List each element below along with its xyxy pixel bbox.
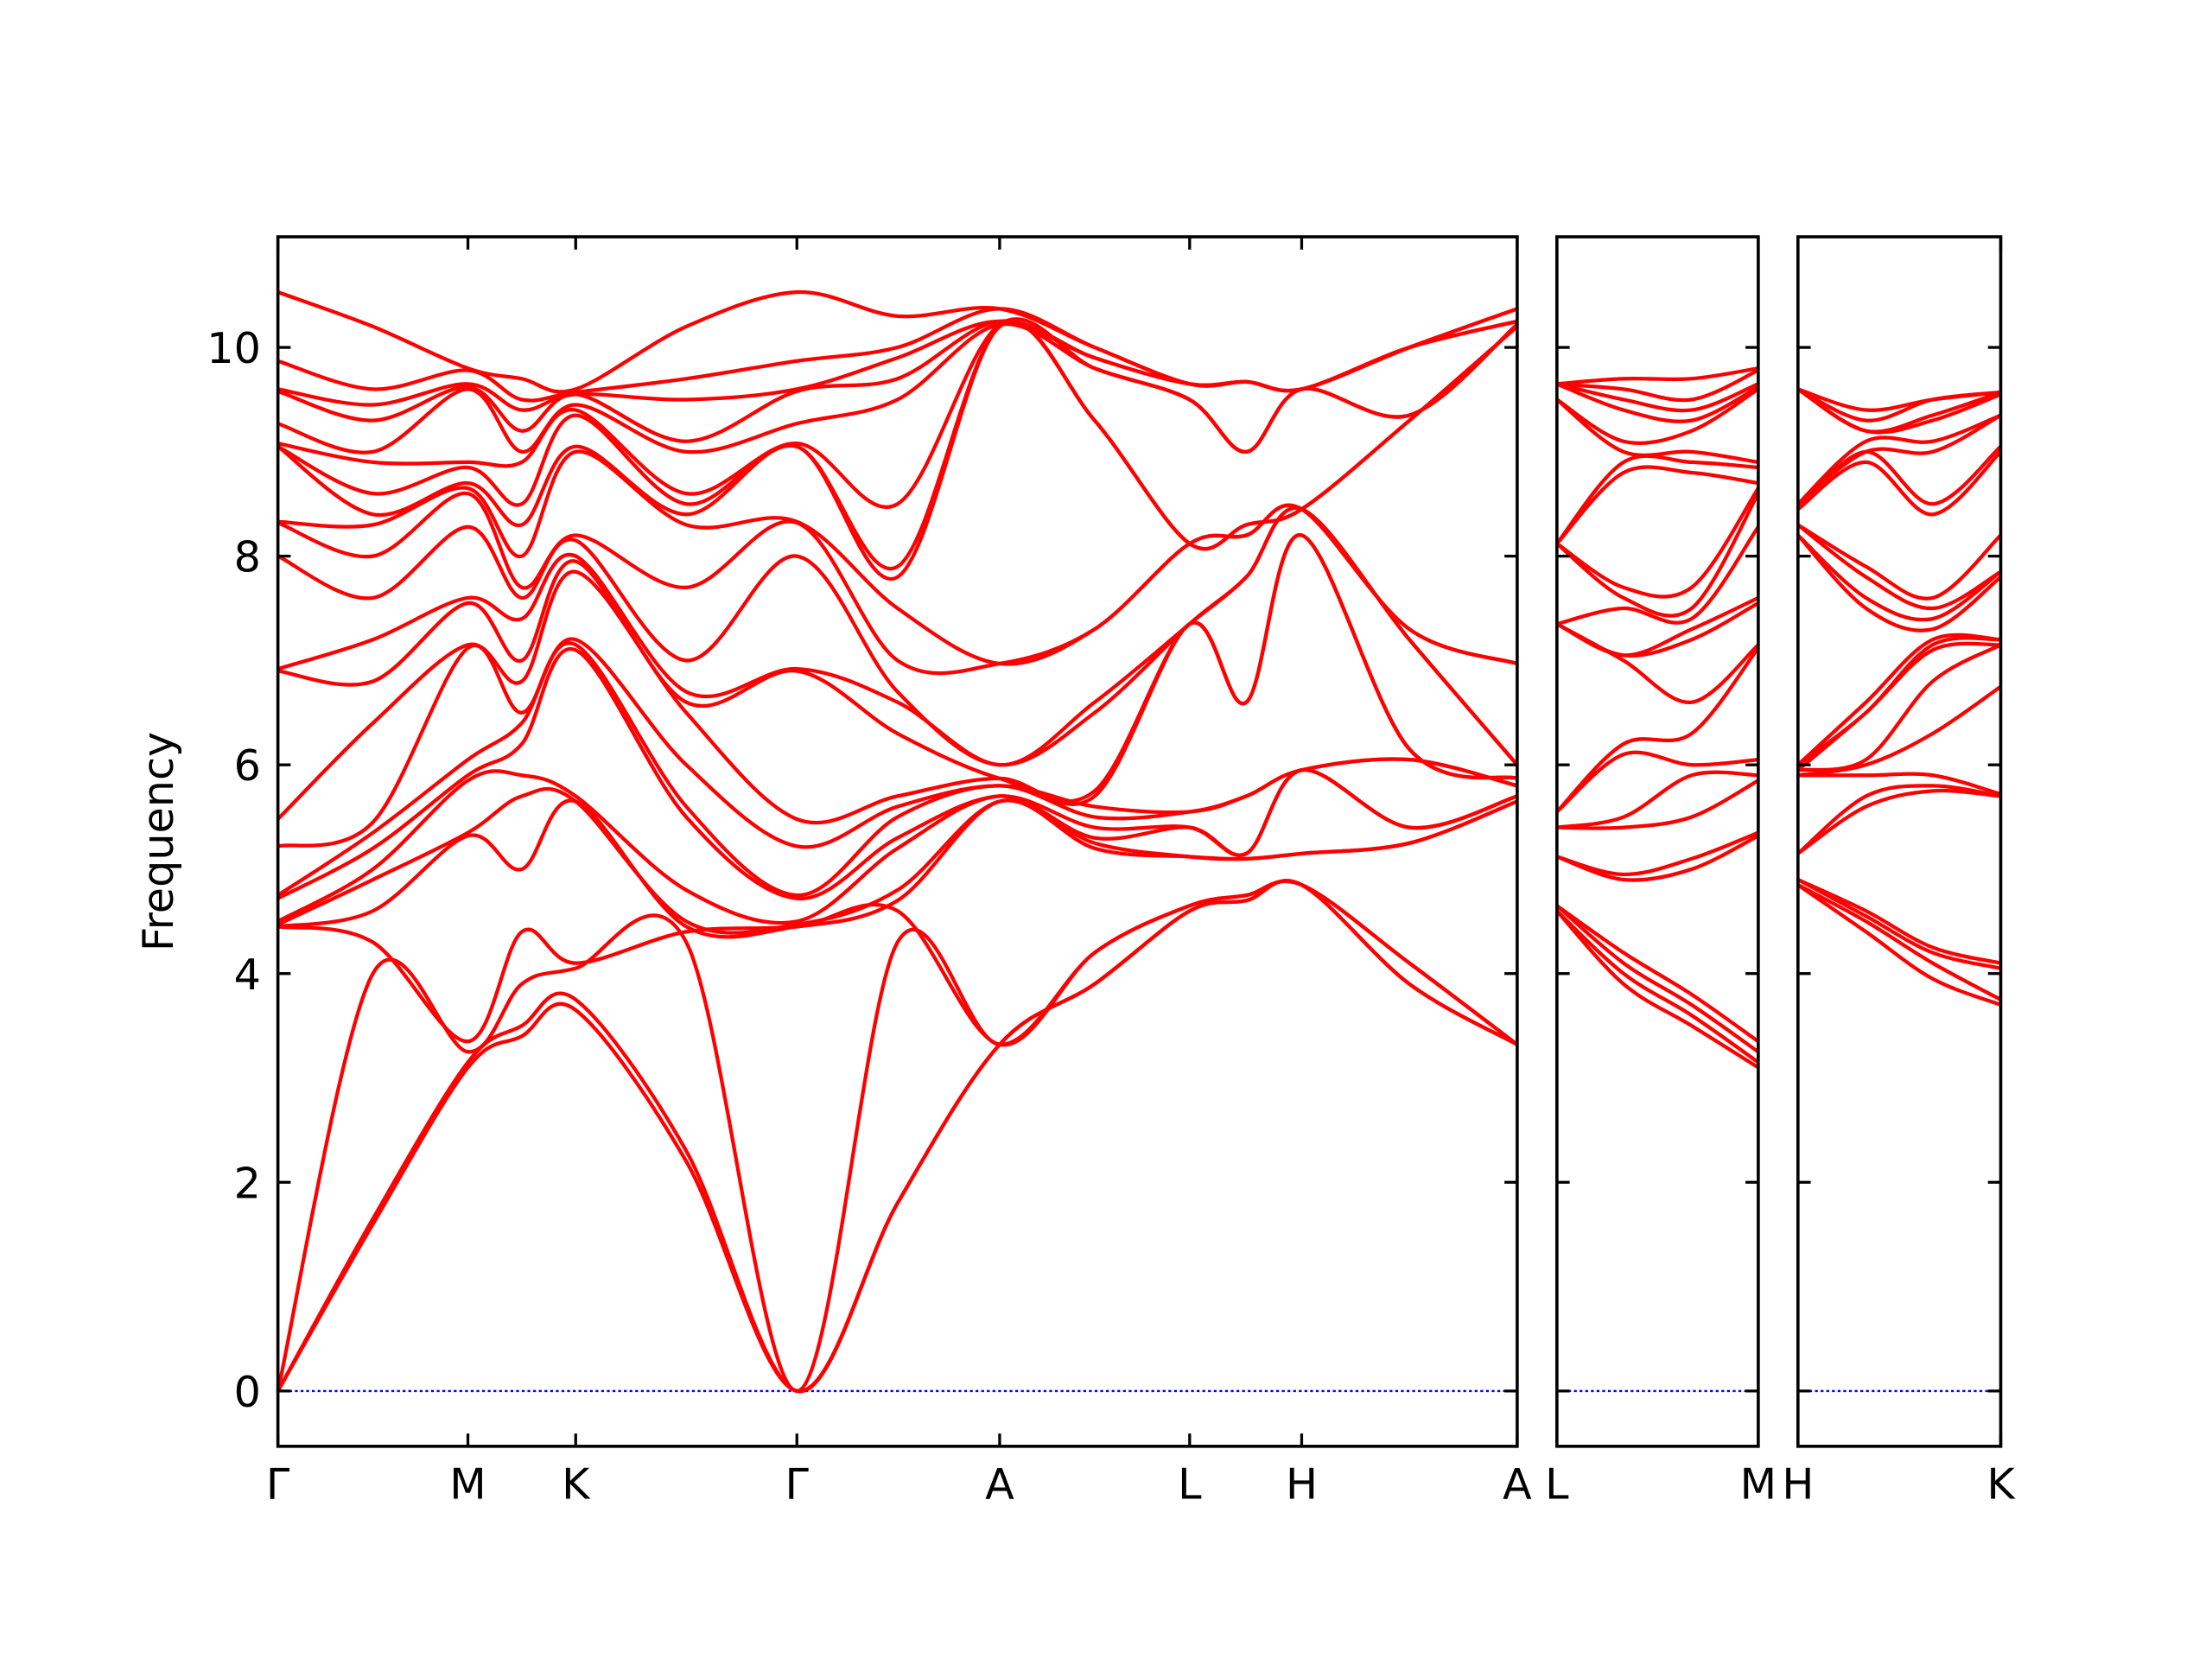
band-line <box>1556 525 1760 626</box>
band-line <box>1797 772 2002 797</box>
y-tick-label: 0 <box>234 1367 261 1417</box>
band-line <box>1796 632 2001 766</box>
band-line <box>1556 770 1758 830</box>
y-axis-label: Frequency <box>133 732 183 951</box>
band-line <box>1555 486 1760 599</box>
band-line <box>1796 788 2001 855</box>
band-line <box>1796 878 2001 970</box>
x-tick-label: H <box>1782 1459 1814 1510</box>
band-line <box>276 786 1518 935</box>
band-line <box>276 321 1519 454</box>
band-line <box>1796 523 2002 611</box>
band-line <box>1796 534 2002 632</box>
y-tick-label: 6 <box>234 741 261 791</box>
band-line <box>277 533 1518 804</box>
band-line <box>1796 450 2002 517</box>
band-line <box>276 289 1518 394</box>
x-tick-label: Γ <box>785 1459 810 1510</box>
x-tick-label: M <box>1740 1459 1777 1510</box>
band-line <box>1556 366 1759 386</box>
y-tick-label: 8 <box>234 532 261 582</box>
band-line <box>1555 909 1760 1065</box>
band-line <box>1796 387 2002 434</box>
band-line <box>1555 909 1760 1070</box>
band-line <box>277 637 1518 849</box>
band-line <box>1555 750 1759 814</box>
band-line <box>1797 387 2001 412</box>
band-line <box>1555 904 1760 1043</box>
x-tick-label: L <box>1178 1459 1202 1510</box>
band-line <box>1796 878 2001 965</box>
band-line <box>276 646 1518 900</box>
x-tick-label: A <box>1503 1459 1532 1510</box>
x-tick-label: H <box>1286 1459 1318 1510</box>
band-line <box>1796 883 2002 1007</box>
y-tick-label: 10 <box>207 323 261 373</box>
panel: 0 2 4 6 8 10 Γ M K Γ A L H A Frequency <box>133 235 1532 1510</box>
band-line <box>1797 643 2002 772</box>
x-tick-label: K <box>562 1459 591 1510</box>
band-line <box>1555 596 1759 658</box>
band-line <box>277 449 1518 666</box>
y-tick-label: 4 <box>234 950 261 1000</box>
band-line <box>1797 684 2002 778</box>
band-line <box>1556 779 1759 830</box>
band-line <box>276 320 1519 571</box>
y-tick-label: 2 <box>234 1158 261 1208</box>
band-line <box>1556 834 1759 882</box>
band-line <box>1796 883 2002 1001</box>
band-line <box>1556 382 1759 413</box>
band-line <box>1796 636 2001 766</box>
band-line <box>1796 784 2001 855</box>
x-tick-label: K <box>1986 1459 2016 1510</box>
band-line <box>1556 830 1759 877</box>
band-line <box>1556 368 1759 403</box>
x-tick-label: M <box>449 1459 486 1510</box>
band-line <box>1796 413 2002 505</box>
band-line <box>1555 646 1760 814</box>
band-line <box>1555 397 1759 465</box>
band-line <box>1555 904 1760 1054</box>
x-tick-label: Γ <box>266 1459 290 1510</box>
band-line <box>1555 493 1760 618</box>
band-line <box>1796 413 2002 505</box>
band-line <box>1555 465 1759 545</box>
x-tick-label: A <box>985 1459 1014 1510</box>
band-line <box>1796 523 2002 601</box>
x-tick-label: L <box>1545 1459 1569 1510</box>
band-line <box>1556 382 1759 423</box>
plot-frame <box>1555 235 1760 1448</box>
plot-frame <box>276 235 1519 1448</box>
plot-frame <box>1796 235 2003 1448</box>
band-line <box>1796 533 2002 622</box>
band-line <box>277 879 1519 1047</box>
band-line <box>1555 387 1760 445</box>
